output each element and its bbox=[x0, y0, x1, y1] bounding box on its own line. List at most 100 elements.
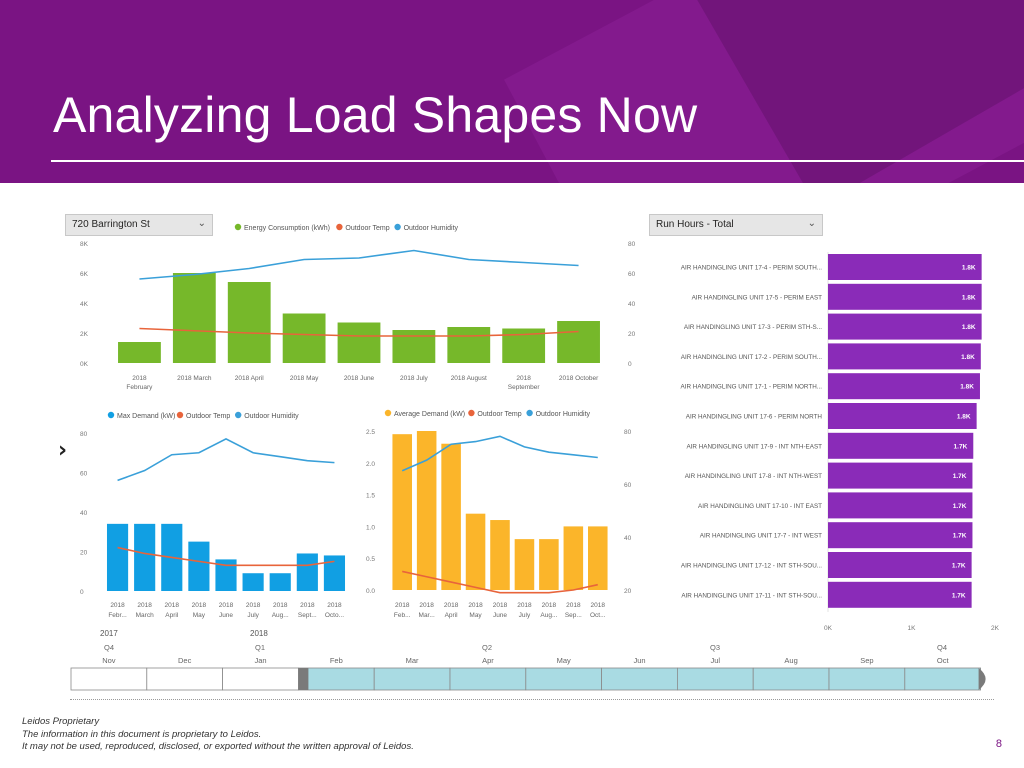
building-dropdown[interactable]: 720 Barrington St ⌄ bbox=[65, 214, 213, 236]
run-hours-bar bbox=[828, 522, 973, 549]
x-tick-label: Febr... bbox=[108, 612, 127, 619]
y2-tick-label: 20 bbox=[624, 588, 632, 595]
timeline-cell[interactable] bbox=[752, 667, 830, 691]
data-label: 1.7K bbox=[952, 563, 966, 570]
footer: Leidos Proprietary The information in th… bbox=[22, 716, 414, 754]
x-tick-label: 2018 bbox=[444, 602, 459, 609]
category-label: AIR HANDINGLING UNIT 17-10 - INT EAST bbox=[698, 503, 822, 510]
max-demand-bar bbox=[134, 523, 156, 591]
data-label: 1.7K bbox=[953, 533, 967, 540]
divider bbox=[70, 699, 994, 700]
timeline-month: Apr bbox=[482, 656, 494, 665]
run-hours-bar bbox=[828, 283, 982, 310]
timeline-cell[interactable] bbox=[828, 667, 906, 691]
timeline-cell[interactable] bbox=[677, 667, 754, 691]
legend-label: Energy Consumption (kWh) bbox=[244, 225, 330, 232]
timeline-cell[interactable] bbox=[70, 667, 148, 691]
chevron-down-icon[interactable]: ⌄ bbox=[807, 218, 816, 229]
legend-label: Outdoor Humidity bbox=[536, 411, 591, 418]
y-tick-label: 2.0 bbox=[366, 461, 375, 468]
chevron-down-icon[interactable]: ⌄ bbox=[197, 218, 206, 229]
footer-line: Leidos Proprietary bbox=[22, 716, 100, 727]
timeline-month: May bbox=[557, 656, 571, 665]
average-demand-bar bbox=[490, 520, 510, 590]
data-label: 1.7K bbox=[952, 592, 966, 599]
category-label: AIR HANDINGLING UNIT 17-8 - INT NTH-WEST bbox=[685, 473, 822, 480]
timeline-handle-right[interactable] bbox=[978, 668, 986, 690]
x-tick-label: 2018 bbox=[327, 602, 342, 609]
category-label: AIR HANDINGLING UNIT 17-5 - PERIM EAST bbox=[692, 294, 823, 301]
timeline-cell[interactable] bbox=[525, 667, 602, 691]
data-label: 1.7K bbox=[954, 443, 968, 450]
x-tick-label: 1K bbox=[908, 625, 917, 632]
timeline-cell[interactable] bbox=[222, 667, 299, 691]
data-label: 1.8K bbox=[962, 324, 976, 331]
x-tick-label: 2018 bbox=[137, 602, 152, 609]
data-label: 1.7K bbox=[953, 473, 967, 480]
timeline-cell[interactable] bbox=[146, 667, 224, 691]
max-demand-bar bbox=[242, 573, 264, 591]
x-tick-label: 2018 bbox=[395, 602, 410, 609]
x-tick-label: 2018 March bbox=[177, 375, 212, 382]
temp-line bbox=[402, 570, 598, 594]
timeline-quarter: Q4 bbox=[104, 643, 114, 652]
x-tick-label: Aug... bbox=[272, 612, 289, 619]
x-tick-label: 0K bbox=[824, 625, 833, 632]
legend-marker bbox=[234, 223, 242, 231]
x-tick-label: 2018 May bbox=[290, 375, 319, 382]
x-tick-label: March bbox=[136, 612, 154, 619]
legend-label: Outdoor Temp bbox=[345, 225, 389, 232]
energy-bar bbox=[282, 313, 326, 363]
average-demand-bar bbox=[465, 513, 486, 590]
timeline-month: Jan bbox=[254, 656, 266, 665]
max-demand-bar bbox=[269, 573, 291, 591]
timeline-cell[interactable] bbox=[373, 667, 451, 691]
x-tick-label: June bbox=[493, 612, 507, 619]
energy-bar bbox=[172, 273, 216, 363]
energy-bar bbox=[118, 342, 161, 363]
timeline-cell[interactable] bbox=[601, 667, 678, 691]
x-tick-label: July bbox=[247, 612, 259, 619]
legend-marker bbox=[468, 409, 475, 417]
data-label: 1.8K bbox=[960, 384, 974, 391]
energy-bar bbox=[557, 321, 600, 363]
energy-bar bbox=[447, 327, 491, 363]
slide-title: Analyzing Load Shapes Now bbox=[53, 87, 698, 143]
x-tick-label: 2018 bbox=[273, 602, 288, 609]
run-hours-bar bbox=[828, 492, 973, 519]
legend-marker bbox=[176, 411, 184, 419]
x-tick-label: Oct... bbox=[590, 612, 606, 619]
timeline-month: Dec bbox=[178, 656, 192, 665]
x-tick-label: 2018 June bbox=[344, 375, 375, 382]
legend-marker bbox=[526, 409, 533, 417]
header-band: Analyzing Load Shapes Now bbox=[0, 0, 1024, 183]
chevron-right-icon[interactable]: › bbox=[58, 438, 68, 463]
runhours-dropdown[interactable]: Run Hours - Total ⌄ bbox=[649, 214, 823, 236]
x-tick-label: 2018 bbox=[132, 375, 147, 382]
timeline-quarter: Q1 bbox=[255, 643, 265, 652]
legend-marker bbox=[394, 223, 401, 231]
y-tick-label: 40 bbox=[80, 510, 88, 517]
average-demand-bar bbox=[588, 526, 608, 590]
x-tick-label: September bbox=[508, 384, 541, 391]
timeline-cell[interactable] bbox=[449, 667, 527, 691]
legend-marker bbox=[107, 411, 115, 419]
legend-label: Outdoor Humidity bbox=[244, 413, 299, 420]
x-tick-label: 2018 bbox=[566, 602, 581, 609]
x-tick-label: May bbox=[193, 612, 206, 619]
timeline-cell[interactable] bbox=[297, 667, 375, 691]
x-tick-label: Sept... bbox=[298, 612, 317, 619]
timeline-cell[interactable] bbox=[904, 667, 981, 691]
x-tick-label: Feb... bbox=[394, 612, 411, 619]
run-hours-bar bbox=[828, 432, 974, 459]
timeline-handle-left[interactable] bbox=[298, 668, 309, 690]
x-tick-label: July bbox=[519, 612, 531, 619]
legend-marker bbox=[336, 223, 343, 231]
x-tick-label: 2018 April bbox=[235, 375, 264, 382]
y-tick-label: 2K bbox=[80, 331, 89, 338]
x-tick-label: 2018 bbox=[110, 602, 125, 609]
footer-line: It may not be used, reproduced, disclose… bbox=[22, 741, 414, 752]
y-tick-label: 0.0 bbox=[366, 588, 375, 595]
timeline-quarter: Q3 bbox=[710, 643, 720, 652]
